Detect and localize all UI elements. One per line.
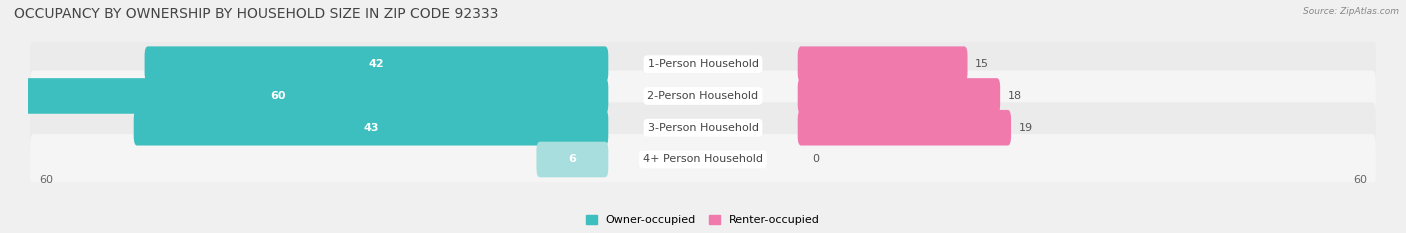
- FancyBboxPatch shape: [145, 46, 609, 82]
- FancyBboxPatch shape: [797, 110, 1011, 146]
- FancyBboxPatch shape: [31, 39, 1375, 90]
- FancyBboxPatch shape: [797, 46, 967, 82]
- FancyBboxPatch shape: [31, 71, 1375, 121]
- Text: 0: 0: [811, 154, 818, 164]
- Text: OCCUPANCY BY OWNERSHIP BY HOUSEHOLD SIZE IN ZIP CODE 92333: OCCUPANCY BY OWNERSHIP BY HOUSEHOLD SIZE…: [14, 7, 499, 21]
- Legend: Owner-occupied, Renter-occupied: Owner-occupied, Renter-occupied: [586, 215, 820, 225]
- Text: 18: 18: [1008, 91, 1022, 101]
- Text: 42: 42: [368, 59, 384, 69]
- FancyBboxPatch shape: [31, 102, 1375, 153]
- Text: 60: 60: [1353, 175, 1367, 185]
- FancyBboxPatch shape: [31, 134, 1375, 185]
- Text: 2-Person Household: 2-Person Household: [647, 91, 759, 101]
- Text: 60: 60: [39, 175, 53, 185]
- FancyBboxPatch shape: [537, 142, 609, 177]
- Text: 6: 6: [568, 154, 576, 164]
- Text: Source: ZipAtlas.com: Source: ZipAtlas.com: [1303, 7, 1399, 16]
- FancyBboxPatch shape: [797, 78, 1000, 114]
- Text: 60: 60: [271, 91, 287, 101]
- Text: 15: 15: [976, 59, 990, 69]
- Text: 43: 43: [363, 123, 378, 133]
- FancyBboxPatch shape: [134, 110, 609, 146]
- Text: 4+ Person Household: 4+ Person Household: [643, 154, 763, 164]
- Text: 19: 19: [1019, 123, 1033, 133]
- Text: 3-Person Household: 3-Person Household: [648, 123, 758, 133]
- Text: 1-Person Household: 1-Person Household: [648, 59, 758, 69]
- FancyBboxPatch shape: [0, 78, 609, 114]
